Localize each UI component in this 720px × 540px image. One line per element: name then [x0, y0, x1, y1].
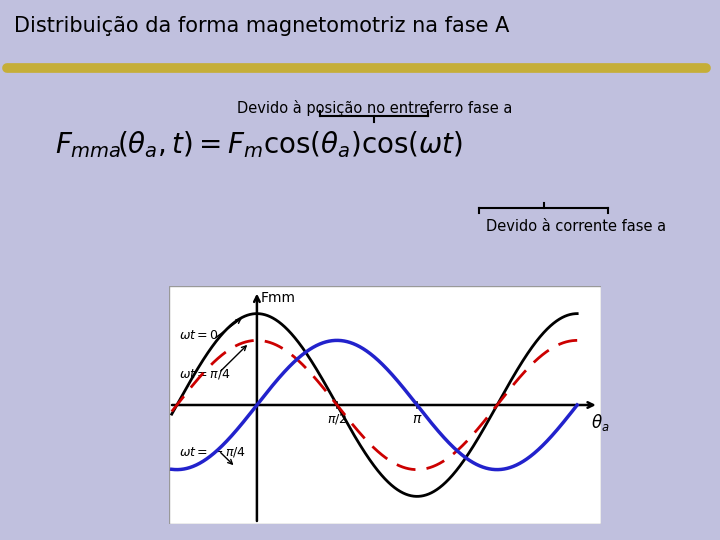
Text: Distribuição da forma magnetomotriz na fase A: Distribuição da forma magnetomotriz na f… [14, 16, 510, 36]
Text: $F_{mma}\!\left(\theta_a,t\right)=F_m\cos(\theta_a)\cos(\omega t)$: $F_{mma}\!\left(\theta_a,t\right)=F_m\co… [55, 130, 463, 160]
Text: $\pi$: $\pi$ [412, 413, 423, 426]
Text: Fmm: Fmm [261, 291, 296, 305]
Text: $\omega t{=}0$: $\omega t{=}0$ [179, 329, 220, 342]
Bar [169, 286, 601, 524]
Text: $\theta_a$: $\theta_a$ [591, 413, 609, 433]
Text: Devido à corrente fase a: Devido à corrente fase a [486, 219, 666, 234]
Text: Devido à posição no entreferro fase a: Devido à posição no entreferro fase a [237, 100, 512, 116]
Text: $\omega t{=}-\pi/4$: $\omega t{=}-\pi/4$ [179, 445, 246, 459]
Text: $\pi/2$: $\pi/2$ [327, 413, 347, 426]
Text: $\omega t{=}\pi/4$: $\omega t{=}\pi/4$ [179, 367, 231, 381]
